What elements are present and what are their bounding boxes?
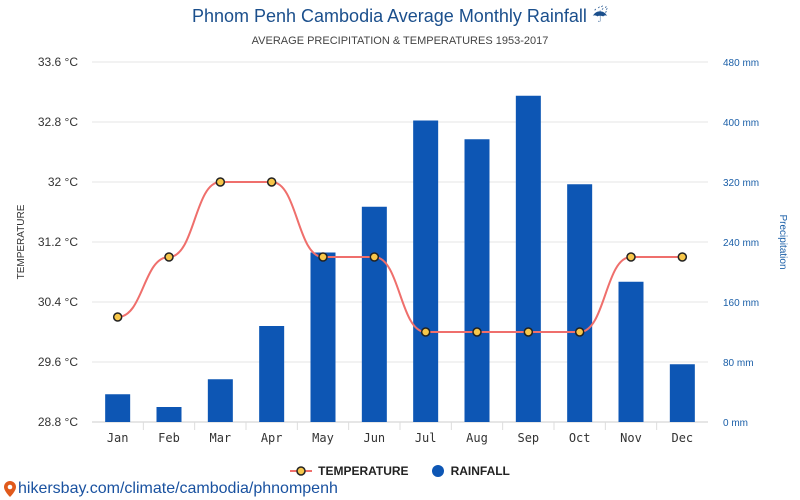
rainfall-bar[interactable]: [259, 326, 285, 422]
left-axis-title: TEMPERATURE: [16, 204, 27, 279]
rainfall-bar[interactable]: [618, 281, 644, 422]
temperature-point[interactable]: [574, 327, 585, 337]
x-tick-label: Apr: [261, 431, 283, 445]
chart-title: Phnom Penh Cambodia Average Monthly Rain…: [191, 6, 609, 26]
x-tick-label: May: [312, 431, 334, 445]
left-tick-label: 32 °C: [48, 175, 78, 189]
temperature-legend-icon: [290, 466, 313, 476]
temperature-point[interactable]: [472, 327, 482, 337]
right-tick-label: 160 mm: [723, 298, 759, 309]
x-tick-label: Jan: [107, 431, 129, 445]
temperature-point[interactable]: [420, 327, 431, 337]
map-pin-icon: [4, 481, 16, 497]
right-tick-label: 240 mm: [723, 238, 759, 249]
rainfall-bars: [105, 95, 695, 423]
legend: TEMPERATURE RAINFALL: [0, 464, 800, 478]
rainfall-bar[interactable]: [515, 95, 541, 422]
left-tick-label: 29.6 °C: [38, 355, 78, 369]
chart-canvas: 28.8 °C 0 mm 29.6 °C 80 mm 30.4 °C 160 mm 31.2…: [16, 55, 788, 445]
x-tick-label: Oct: [569, 431, 591, 445]
rainfall-bar[interactable]: [464, 139, 490, 422]
temperature-point[interactable]: [266, 177, 277, 187]
x-tick-label: Dec: [671, 431, 693, 445]
legend-item-temperature[interactable]: TEMPERATURE: [290, 464, 409, 478]
temperature-line-group: [112, 177, 688, 337]
rainfall-bar[interactable]: [361, 206, 387, 422]
temperature-line: [117, 181, 683, 333]
temperature-point[interactable]: [318, 252, 328, 262]
source-link-text: hikersbay.com/climate/cambodia/phnompenh: [18, 480, 338, 497]
rainfall-bar[interactable]: [310, 252, 336, 423]
chart-subtitle: AVERAGE PRECIPITATION & TEMPERATURES 195…: [251, 35, 549, 47]
rainfall-bar[interactable]: [156, 407, 182, 422]
source-link[interactable]: hikersbay.com/climate/cambodia/phnompenh: [4, 480, 338, 498]
temperature-point[interactable]: [677, 252, 688, 262]
axis-ticks: 28.8 °C 0 mm 29.6 °C 80 mm 30.4 °C 160 mm 31.2…: [38, 55, 759, 445]
x-tick-label: Feb: [158, 431, 180, 445]
rainfall-bar[interactable]: [105, 394, 131, 422]
left-tick-label: 33.6 °C: [38, 55, 78, 69]
x-tick-label: Nov: [620, 431, 642, 445]
rainfall-bar[interactable]: [567, 184, 593, 422]
x-tick-label: Jun: [363, 431, 385, 445]
temperature-point[interactable]: [523, 327, 534, 337]
right-tick-label: 320 mm: [723, 178, 759, 189]
temperature-point[interactable]: [369, 252, 380, 262]
rainfall-legend-icon: [431, 465, 444, 477]
rainfall-bar[interactable]: [413, 120, 439, 423]
left-tick-label: 30.4 °C: [38, 295, 78, 309]
temperature-point[interactable]: [164, 252, 174, 262]
right-tick-label: 480 mm: [723, 58, 759, 69]
grid-lines: [92, 61, 708, 430]
left-tick-label: 31.2 °C: [38, 235, 78, 249]
right-axis-title: Precipitation: [777, 214, 788, 269]
rainfall-bar[interactable]: [669, 364, 695, 422]
temperature-point[interactable]: [215, 177, 226, 187]
temperature-point[interactable]: [626, 252, 636, 262]
right-tick-label: 400 mm: [723, 118, 759, 129]
right-tick-label: 0 mm: [723, 418, 748, 429]
legend-label-temperature: TEMPERATURE: [318, 464, 409, 478]
legend-label-rainfall: RAINFALL: [450, 464, 510, 478]
left-tick-label: 32.8 °C: [38, 115, 78, 129]
x-tick-label: Jul: [415, 431, 437, 445]
x-tick-label: Sep: [517, 431, 539, 445]
right-tick-label: 80 mm: [723, 358, 754, 369]
left-tick-label: 28.8 °C: [38, 415, 78, 429]
legend-item-rainfall[interactable]: RAINFALL: [431, 464, 510, 478]
temperature-point[interactable]: [112, 312, 123, 322]
rainfall-bar[interactable]: [207, 379, 233, 422]
x-tick-label: Mar: [209, 431, 231, 445]
x-tick-label: Aug: [466, 431, 488, 445]
